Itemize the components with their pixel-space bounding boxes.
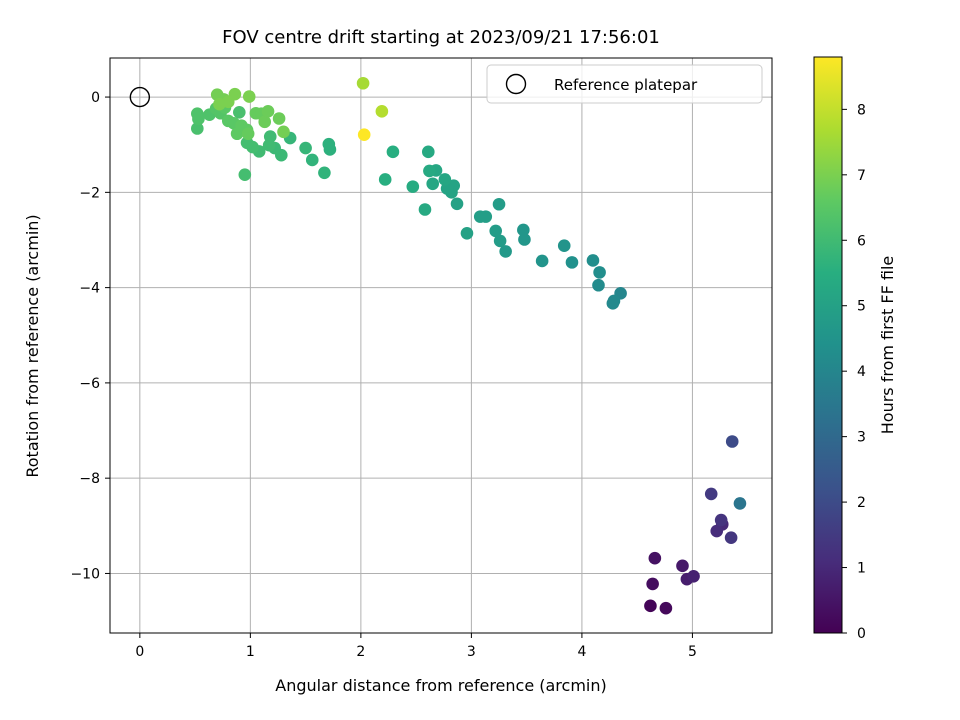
data-point <box>687 570 700 583</box>
data-point <box>191 122 204 135</box>
colorbar-tick-label: 5 <box>857 299 866 315</box>
legend: Reference platepar <box>486 64 763 104</box>
data-point <box>258 115 272 129</box>
data-point <box>648 551 662 565</box>
colorbar-tick-label: 7 <box>857 168 866 184</box>
data-point <box>450 197 464 211</box>
colorbar-tick-label: 1 <box>857 561 866 577</box>
colorbar-label: Hours from first FF file <box>878 256 897 435</box>
data-point <box>724 531 738 545</box>
y-tick-label: 0 <box>91 90 100 106</box>
colorbar-gradient <box>813 56 843 634</box>
data-point <box>493 234 507 248</box>
data-point <box>499 245 512 258</box>
data-point <box>704 487 718 501</box>
legend-label: Reference platepar <box>554 76 698 94</box>
data-point <box>322 137 336 151</box>
data-point <box>606 297 620 310</box>
colorbar-tick-label: 3 <box>857 430 866 446</box>
data-point <box>241 127 255 141</box>
data-point <box>710 524 724 538</box>
data-point <box>318 166 331 180</box>
data-point <box>646 577 659 591</box>
data-point <box>277 125 290 139</box>
data-point <box>299 141 312 155</box>
data-point <box>557 239 571 252</box>
x-tick-label: 1 <box>246 644 255 660</box>
data-point <box>438 173 452 186</box>
data-point <box>489 224 503 238</box>
data-point <box>228 87 242 101</box>
data-point <box>733 497 747 510</box>
data-point <box>375 105 389 118</box>
y-tick-label: −8 <box>79 471 100 487</box>
x-tick-label: 0 <box>135 644 144 660</box>
data-point <box>386 145 400 159</box>
data-point <box>725 435 739 448</box>
x-tick-label: 2 <box>356 644 365 660</box>
data-point <box>593 266 606 279</box>
reference-platepar-marker <box>129 86 151 108</box>
data-point <box>586 254 600 267</box>
data-point <box>676 559 689 573</box>
data-point <box>233 106 246 119</box>
y-axis-ticks: 0 −2 −4 −6 −8 −10 <box>70 90 110 582</box>
colorbar-tick-label: 4 <box>857 364 866 380</box>
legend-box <box>486 64 763 104</box>
data-point <box>426 177 440 191</box>
data-point <box>460 227 474 240</box>
data-point <box>242 90 256 103</box>
data-point <box>238 168 252 182</box>
colorbar: 0 1 2 3 4 5 6 7 8 Hours from first FF file <box>813 56 897 642</box>
x-tick-label: 3 <box>467 644 476 660</box>
y-tick-label: −2 <box>79 185 100 201</box>
grid <box>110 58 772 633</box>
data-points <box>191 76 747 615</box>
chart-title: FOV centre drift starting at 2023/09/21 … <box>222 27 660 48</box>
colorbar-tick-label: 0 <box>857 626 866 642</box>
data-point <box>356 76 370 90</box>
colorbar-tick-label: 2 <box>857 495 866 511</box>
data-point <box>517 223 530 237</box>
x-tick-label: 5 <box>688 644 697 660</box>
data-point <box>421 145 435 159</box>
data-point <box>213 97 226 111</box>
y-tick-label: −10 <box>70 566 100 582</box>
colorbar-ticks: 0 1 2 3 4 5 6 7 8 <box>842 102 866 642</box>
colorbar-tick-label: 6 <box>857 233 866 249</box>
y-tick-label: −6 <box>79 376 100 392</box>
data-point <box>378 173 392 186</box>
data-point <box>714 513 728 527</box>
data-point <box>473 210 487 223</box>
data-point <box>565 256 579 269</box>
data-point <box>518 233 531 246</box>
data-point <box>261 105 275 118</box>
data-point <box>423 164 436 178</box>
data-point <box>192 112 205 126</box>
data-point <box>357 128 371 141</box>
y-tick-label: −4 <box>79 281 100 297</box>
colorbar-tick-label: 8 <box>857 102 866 118</box>
data-point <box>418 203 432 216</box>
data-point <box>262 138 276 152</box>
plot-frame <box>109 57 773 634</box>
data-point <box>272 112 286 125</box>
x-axis-ticks: 0 1 2 3 4 5 <box>135 633 697 660</box>
data-point <box>406 180 420 193</box>
data-point <box>644 599 657 613</box>
y-axis-label: Rotation from reference (arcmin) <box>23 214 42 477</box>
data-point <box>592 278 605 292</box>
data-point <box>492 197 506 211</box>
data-point <box>659 601 673 615</box>
legend-reference-marker <box>505 73 527 95</box>
data-point <box>305 153 319 167</box>
x-tick-label: 4 <box>577 644 586 660</box>
data-point <box>535 254 549 268</box>
x-axis-label: Angular distance from reference (arcmin) <box>275 676 606 695</box>
reference-marker-layer <box>129 86 151 108</box>
